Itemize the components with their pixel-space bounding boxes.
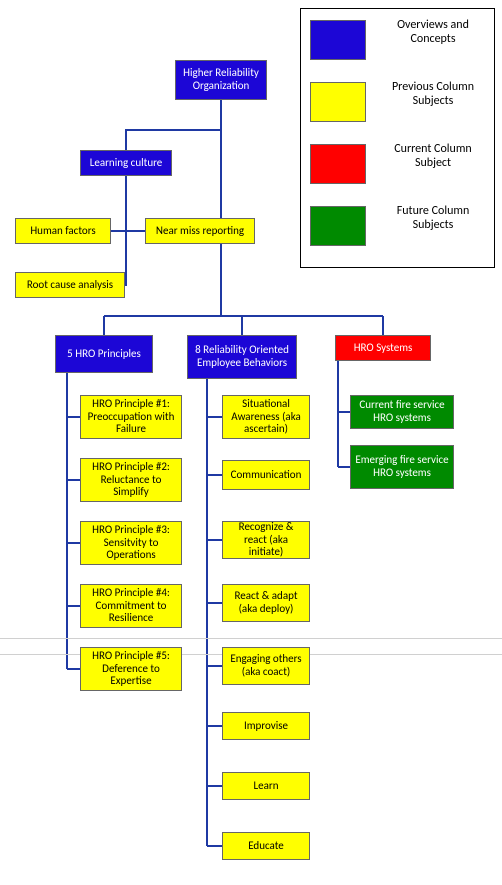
node-reb8: 8 Reliability Oriented Employee Behavior… — [187, 335, 297, 379]
node-hro5: 5 HRO Principles — [55, 335, 153, 373]
node-b3: Recognize & react (aka initiate) — [222, 521, 310, 559]
node-label: Near miss reporting — [156, 225, 244, 238]
node-label: Learn — [254, 780, 279, 793]
node-root: Higher Reliability Organization — [175, 60, 267, 100]
node-p3: HRO Principle #3: Sensitvity to Operatio… — [80, 521, 182, 565]
node-label: Communication — [231, 469, 302, 482]
node-p5: HRO Principle #5: Deference to Expertise — [80, 647, 182, 691]
node-s1: Current fire service HRO systems — [350, 395, 454, 429]
node-label: HRO Principle #1: Preoccupation with Fai… — [85, 398, 177, 436]
node-s2: Emerging fire service HRO systems — [350, 445, 454, 489]
node-label: 5 HRO Principles — [67, 348, 141, 361]
node-label: Higher Reliability Organization — [180, 67, 262, 92]
legend-swatch-yellow — [310, 82, 366, 122]
node-label: HRO Principle #3: Sensitvity to Operatio… — [85, 524, 177, 562]
node-learn: Learning culture — [80, 150, 172, 176]
node-b4: React & adapt (aka deploy) — [222, 584, 310, 622]
node-p2: HRO Principle #2: Reluctance to Simplify — [80, 458, 182, 502]
node-b5: Engaging others (aka coact) — [222, 647, 310, 685]
node-label: Human factors — [30, 225, 95, 238]
connector-line — [126, 130, 221, 150]
node-label: 8 Reliability Oriented Employee Behavior… — [192, 344, 292, 369]
node-label: Situational Awareness (aka ascertain) — [227, 398, 305, 436]
node-label: Improvise — [244, 720, 288, 733]
node-label: Learning culture — [90, 157, 163, 170]
legend-swatch-green — [310, 206, 366, 246]
node-nmr: Near miss reporting — [145, 218, 255, 244]
node-label: React & adapt (aka deploy) — [227, 590, 305, 615]
legend-label: Current Column Subject — [378, 142, 488, 171]
legend-label: Future Column Subjects — [378, 204, 488, 233]
background-rule — [0, 638, 502, 639]
node-label: Root cause analysis — [27, 279, 113, 292]
node-label: Recognize & react (aka initiate) — [227, 521, 305, 559]
node-b7: Learn — [222, 772, 310, 800]
node-label: Engaging others (aka coact) — [227, 653, 305, 678]
legend-label: Previous Column Subjects — [378, 80, 488, 109]
node-b8: Educate — [222, 832, 310, 860]
node-label: HRO Principle #2: Reluctance to Simplify — [85, 461, 177, 499]
legend-swatch-blue — [310, 20, 366, 60]
node-b6: Improvise — [222, 712, 310, 740]
node-label: HRO Principle #5: Deference to Expertise — [85, 650, 177, 688]
node-rca: Root cause analysis — [15, 272, 125, 298]
node-p4: HRO Principle #4: Commitment to Resilien… — [80, 584, 182, 628]
node-p1: HRO Principle #1: Preoccupation with Fai… — [80, 395, 182, 439]
legend-label: Overviews and Concepts — [378, 18, 488, 47]
node-b2: Communication — [222, 460, 310, 490]
node-label: Current fire service HRO systems — [355, 399, 449, 424]
legend-swatch-red — [310, 144, 366, 184]
node-hf: Human factors — [15, 218, 111, 244]
node-label: HRO Systems — [354, 342, 413, 355]
node-sys: HRO Systems — [335, 335, 431, 361]
node-b1: Situational Awareness (aka ascertain) — [222, 395, 310, 439]
node-label: HRO Principle #4: Commitment to Resilien… — [85, 587, 177, 625]
node-label: Educate — [248, 840, 284, 853]
connector-line — [125, 231, 126, 285]
node-label: Emerging fire service HRO systems — [355, 454, 449, 479]
